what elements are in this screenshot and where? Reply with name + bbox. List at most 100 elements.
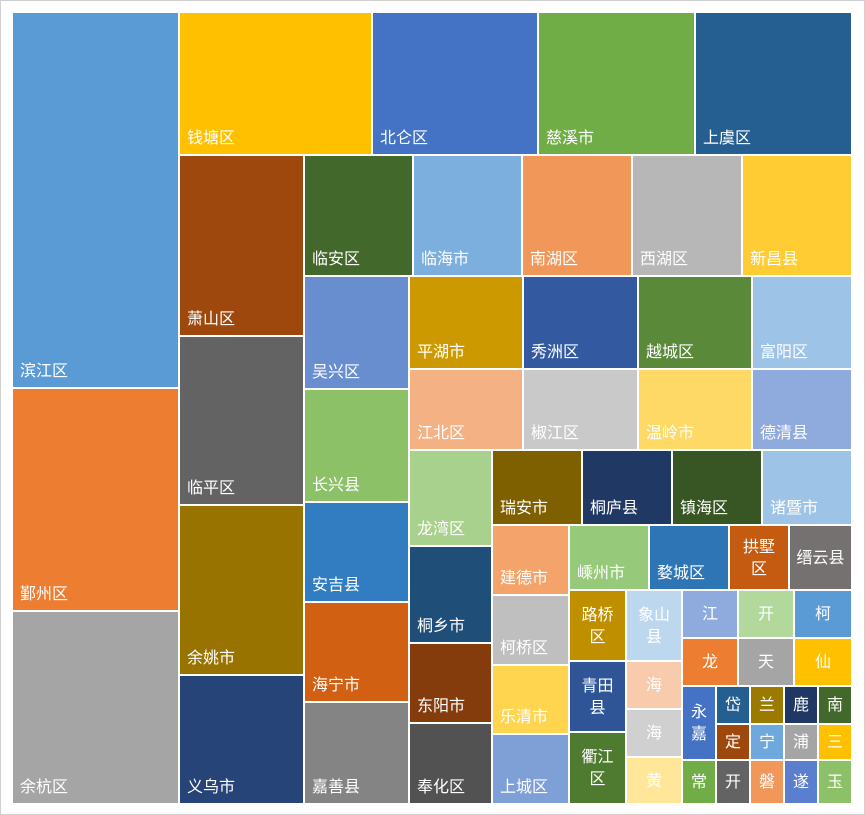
- treemap-cell: 常: [683, 761, 715, 803]
- treemap-cell-label: 天: [757, 652, 774, 671]
- treemap-cell-label: 上虞区: [703, 128, 752, 147]
- treemap-cell-label: 永嘉: [690, 702, 707, 743]
- treemap-cell-label: 江北区: [417, 423, 466, 442]
- treemap-cell: 永嘉: [683, 687, 715, 759]
- treemap-cell-label: 海: [645, 723, 662, 742]
- treemap-cell: 拱墅区: [730, 526, 788, 589]
- treemap-cell-label: 东阳市: [417, 696, 466, 715]
- treemap-cell: 上城区: [493, 735, 568, 803]
- treemap-cell: 龙: [683, 639, 737, 685]
- treemap-cell: 开: [739, 591, 793, 637]
- treemap-cell-label: 象山县: [637, 604, 670, 646]
- treemap-cell: 玉: [819, 761, 851, 803]
- treemap-cell-label: 遂: [792, 772, 809, 791]
- treemap-cell: 长兴县: [305, 390, 408, 501]
- treemap-cell-label: 慈溪市: [546, 128, 595, 147]
- treemap-cell-label: 温岭市: [646, 423, 695, 442]
- treemap-cell-label: 兰: [758, 695, 775, 714]
- treemap-cell: 天: [739, 639, 793, 685]
- treemap-cell-label: 乐清市: [500, 707, 549, 726]
- treemap-cell: 温岭市: [639, 370, 751, 449]
- treemap-cell-label: 长兴县: [312, 475, 361, 494]
- treemap-cell: 海: [627, 710, 681, 756]
- treemap-cell: 衢江区: [570, 733, 625, 803]
- treemap-cell: 柯桥区: [493, 596, 568, 664]
- treemap-cell-label: 新昌县: [750, 249, 799, 268]
- treemap-cell-label: 路桥区: [581, 604, 614, 646]
- treemap-cell: 北仑区: [373, 13, 537, 154]
- treemap-cell: 岱: [717, 687, 749, 723]
- treemap-cell: 仙: [795, 639, 851, 685]
- treemap-cell: 鹿: [785, 687, 817, 723]
- treemap-cell: 乐清市: [493, 666, 568, 733]
- treemap-cell: 安吉县: [305, 503, 408, 601]
- treemap-cell: 义乌市: [180, 676, 303, 803]
- treemap-cell: 余杭区: [13, 612, 178, 803]
- treemap-cell-label: 安吉县: [312, 575, 361, 594]
- treemap-cell: 青田县: [570, 662, 625, 731]
- treemap-cell-label: 余姚市: [187, 648, 236, 667]
- treemap-cell-label: 柯: [814, 604, 831, 623]
- treemap-cell-label: 德清县: [760, 423, 809, 442]
- treemap-cell: 越城区: [639, 277, 751, 368]
- treemap-cell-label: 鹿: [792, 695, 809, 714]
- treemap-cell-label: 诸暨市: [770, 498, 819, 517]
- treemap-cell: 黄: [627, 758, 681, 803]
- treemap-cell: 余姚市: [180, 506, 303, 674]
- treemap-cell: 建德市: [493, 526, 568, 594]
- treemap-cell: 临海市: [414, 156, 521, 275]
- treemap-cell-label: 浦: [792, 732, 809, 751]
- treemap-cell: 桐乡市: [410, 547, 491, 642]
- treemap-cell: 路桥区: [570, 591, 625, 660]
- treemap-cell-label: 越城区: [646, 342, 695, 361]
- treemap-cell-label: 磐: [758, 772, 775, 791]
- treemap-cell: 新昌县: [743, 156, 851, 275]
- treemap-cell-label: 缙云县: [796, 547, 845, 567]
- treemap-cell-label: 开: [724, 772, 741, 791]
- treemap-cell-label: 宁: [758, 732, 775, 751]
- treemap-cell: 南: [819, 687, 851, 723]
- treemap-cell: 平湖市: [410, 277, 522, 368]
- treemap-cell-label: 嘉善县: [312, 777, 361, 796]
- treemap-cell: 东阳市: [410, 644, 491, 722]
- treemap-cell-label: 定: [724, 732, 741, 751]
- treemap-cell-label: 龙: [701, 652, 718, 671]
- treemap-cell: 南湖区: [523, 156, 631, 275]
- treemap-cell-label: 三: [826, 732, 843, 751]
- treemap-cell-label: 婺城区: [657, 563, 706, 582]
- treemap-cell-label: 桐乡市: [417, 616, 466, 635]
- treemap-cell: 嵊州市: [570, 526, 648, 589]
- treemap-cell: 鄞州区: [13, 389, 178, 610]
- treemap-cell-label: 拱墅区: [742, 536, 775, 578]
- treemap-cell: 椒江区: [524, 370, 637, 449]
- treemap-cell: 象山县: [627, 591, 681, 660]
- treemap-cell-label: 柯桥区: [500, 638, 549, 657]
- treemap-cell-label: 江: [701, 604, 718, 623]
- treemap-cell: 缙云县: [790, 526, 851, 589]
- treemap-cell-label: 椒江区: [531, 423, 580, 442]
- treemap-cell-label: 临安区: [312, 249, 361, 268]
- treemap-cell-label: 奉化区: [417, 777, 466, 796]
- treemap-cell: 临安区: [305, 156, 412, 275]
- treemap-cell-label: 龙湾区: [417, 519, 466, 538]
- treemap-cell-label: 嵊州市: [577, 563, 626, 582]
- treemap-cell: 桐庐县: [583, 451, 671, 524]
- treemap-cell-label: 临平区: [187, 478, 236, 497]
- treemap-cell-label: 余杭区: [20, 777, 69, 796]
- treemap-cell: 诸暨市: [763, 451, 851, 524]
- treemap-cell-label: 黄: [645, 770, 662, 790]
- treemap-cell-label: 镇海区: [680, 498, 729, 517]
- treemap-cell: 龙湾区: [410, 451, 491, 545]
- treemap-cell: 萧山区: [180, 156, 303, 335]
- treemap-cell: 临平区: [180, 337, 303, 504]
- treemap-cell-label: 南湖区: [530, 249, 579, 268]
- treemap-cell: 海宁市: [305, 603, 408, 701]
- treemap-cell-label: 钱塘区: [187, 128, 236, 147]
- treemap-cell-label: 上城区: [500, 777, 549, 796]
- treemap-cell-label: 吴兴区: [312, 362, 361, 381]
- treemap-cell-label: 鄞州区: [20, 584, 69, 603]
- treemap-cell: 定: [717, 725, 749, 759]
- treemap-cell: 钱塘区: [180, 13, 371, 154]
- treemap-cell-label: 西湖区: [640, 249, 689, 268]
